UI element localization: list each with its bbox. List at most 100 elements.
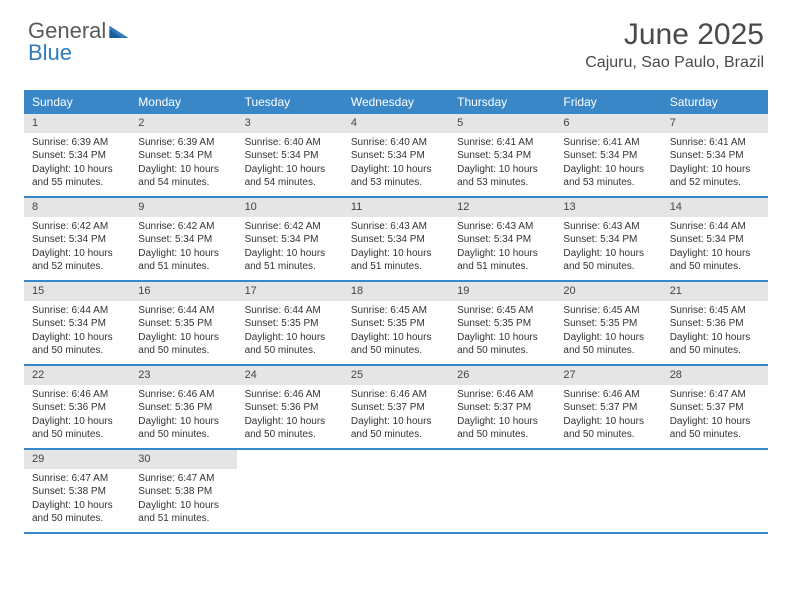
daylight-line: Daylight: 10 hours and 50 minutes. — [563, 247, 653, 274]
sunrise-line: Sunrise: 6:46 AM — [457, 388, 547, 402]
daylight-line: Daylight: 10 hours and 53 minutes. — [457, 163, 547, 190]
sunrise-line: Sunrise: 6:47 AM — [670, 388, 760, 402]
sunset-line: Sunset: 5:37 PM — [457, 401, 547, 415]
sunset-line: Sunset: 5:38 PM — [32, 485, 122, 499]
day-details: Sunrise: 6:40 AMSunset: 5:34 PMDaylight:… — [237, 133, 343, 196]
daylight-line: Daylight: 10 hours and 50 minutes. — [32, 499, 122, 526]
sunset-line: Sunset: 5:34 PM — [457, 149, 547, 163]
calendar-day-cell: 4Sunrise: 6:40 AMSunset: 5:34 PMDaylight… — [343, 114, 449, 196]
day-details: Sunrise: 6:46 AMSunset: 5:37 PMDaylight:… — [343, 385, 449, 448]
calendar-day-cell: 21Sunrise: 6:45 AMSunset: 5:36 PMDayligh… — [662, 282, 768, 364]
calendar-day-cell: 1Sunrise: 6:39 AMSunset: 5:34 PMDaylight… — [24, 114, 130, 196]
day-number: 4 — [343, 114, 449, 133]
sunset-line: Sunset: 5:34 PM — [670, 149, 760, 163]
calendar-day-cell: 28Sunrise: 6:47 AMSunset: 5:37 PMDayligh… — [662, 366, 768, 448]
daylight-line: Daylight: 10 hours and 50 minutes. — [138, 415, 228, 442]
sunset-line: Sunset: 5:38 PM — [138, 485, 228, 499]
calendar-day-cell: 12Sunrise: 6:43 AMSunset: 5:34 PMDayligh… — [449, 198, 555, 280]
sunrise-line: Sunrise: 6:43 AM — [563, 220, 653, 234]
daylight-line: Daylight: 10 hours and 50 minutes. — [32, 331, 122, 358]
sunrise-line: Sunrise: 6:41 AM — [563, 136, 653, 150]
day-number: 18 — [343, 282, 449, 301]
daylight-line: Daylight: 10 hours and 54 minutes. — [138, 163, 228, 190]
logo-flag-icon — [109, 18, 129, 44]
daylight-line: Daylight: 10 hours and 50 minutes. — [670, 247, 760, 274]
sunrise-line: Sunrise: 6:46 AM — [245, 388, 335, 402]
sunset-line: Sunset: 5:34 PM — [32, 317, 122, 331]
weekday-header: Wednesday — [343, 90, 449, 114]
weekday-header: Sunday — [24, 90, 130, 114]
day-details: Sunrise: 6:44 AMSunset: 5:35 PMDaylight:… — [130, 301, 236, 364]
sunrise-line: Sunrise: 6:45 AM — [563, 304, 653, 318]
sunset-line: Sunset: 5:34 PM — [138, 149, 228, 163]
sunset-line: Sunset: 5:35 PM — [563, 317, 653, 331]
daylight-line: Daylight: 10 hours and 51 minutes. — [245, 247, 335, 274]
sunset-line: Sunset: 5:34 PM — [138, 233, 228, 247]
sunset-line: Sunset: 5:34 PM — [457, 233, 547, 247]
calendar-day-cell: 10Sunrise: 6:42 AMSunset: 5:34 PMDayligh… — [237, 198, 343, 280]
sunrise-line: Sunrise: 6:43 AM — [351, 220, 441, 234]
weekday-header: Thursday — [449, 90, 555, 114]
sunset-line: Sunset: 5:35 PM — [351, 317, 441, 331]
day-details: Sunrise: 6:43 AMSunset: 5:34 PMDaylight:… — [343, 217, 449, 280]
day-details: Sunrise: 6:43 AMSunset: 5:34 PMDaylight:… — [449, 217, 555, 280]
sunset-line: Sunset: 5:34 PM — [245, 149, 335, 163]
daylight-line: Daylight: 10 hours and 50 minutes. — [351, 415, 441, 442]
day-details: Sunrise: 6:45 AMSunset: 5:36 PMDaylight:… — [662, 301, 768, 364]
header: GeneralBlue June 2025 Cajuru, Sao Paulo,… — [0, 0, 792, 80]
sunset-line: Sunset: 5:34 PM — [563, 149, 653, 163]
daylight-line: Daylight: 10 hours and 50 minutes. — [245, 415, 335, 442]
calendar-day-cell: 30Sunrise: 6:47 AMSunset: 5:38 PMDayligh… — [130, 450, 236, 532]
day-details: Sunrise: 6:44 AMSunset: 5:35 PMDaylight:… — [237, 301, 343, 364]
day-details: Sunrise: 6:45 AMSunset: 5:35 PMDaylight:… — [555, 301, 661, 364]
day-number: 25 — [343, 366, 449, 385]
calendar-day-cell: 15Sunrise: 6:44 AMSunset: 5:34 PMDayligh… — [24, 282, 130, 364]
calendar-day-cell: 7Sunrise: 6:41 AMSunset: 5:34 PMDaylight… — [662, 114, 768, 196]
sunset-line: Sunset: 5:36 PM — [32, 401, 122, 415]
day-details: Sunrise: 6:46 AMSunset: 5:36 PMDaylight:… — [130, 385, 236, 448]
daylight-line: Daylight: 10 hours and 50 minutes. — [670, 415, 760, 442]
calendar-week-row: 8Sunrise: 6:42 AMSunset: 5:34 PMDaylight… — [24, 198, 768, 282]
day-details: Sunrise: 6:46 AMSunset: 5:36 PMDaylight:… — [24, 385, 130, 448]
calendar-day-cell: 3Sunrise: 6:40 AMSunset: 5:34 PMDaylight… — [237, 114, 343, 196]
calendar-day-cell: 8Sunrise: 6:42 AMSunset: 5:34 PMDaylight… — [24, 198, 130, 280]
calendar-day-cell: 6Sunrise: 6:41 AMSunset: 5:34 PMDaylight… — [555, 114, 661, 196]
sunrise-line: Sunrise: 6:40 AM — [245, 136, 335, 150]
weekday-header: Tuesday — [237, 90, 343, 114]
day-details: Sunrise: 6:47 AMSunset: 5:37 PMDaylight:… — [662, 385, 768, 448]
day-details: Sunrise: 6:41 AMSunset: 5:34 PMDaylight:… — [449, 133, 555, 196]
sunset-line: Sunset: 5:37 PM — [670, 401, 760, 415]
daylight-line: Daylight: 10 hours and 51 minutes. — [138, 499, 228, 526]
sunset-line: Sunset: 5:36 PM — [670, 317, 760, 331]
day-number: 20 — [555, 282, 661, 301]
day-details: Sunrise: 6:40 AMSunset: 5:34 PMDaylight:… — [343, 133, 449, 196]
sunset-line: Sunset: 5:37 PM — [351, 401, 441, 415]
calendar-day-cell: 25Sunrise: 6:46 AMSunset: 5:37 PMDayligh… — [343, 366, 449, 448]
sunrise-line: Sunrise: 6:39 AM — [32, 136, 122, 150]
daylight-line: Daylight: 10 hours and 50 minutes. — [457, 331, 547, 358]
daylight-line: Daylight: 10 hours and 51 minutes. — [138, 247, 228, 274]
day-number: 16 — [130, 282, 236, 301]
sunrise-line: Sunrise: 6:47 AM — [138, 472, 228, 486]
day-details: Sunrise: 6:39 AMSunset: 5:34 PMDaylight:… — [130, 133, 236, 196]
day-number: 24 — [237, 366, 343, 385]
sunrise-line: Sunrise: 6:46 AM — [138, 388, 228, 402]
calendar-empty-cell — [237, 450, 343, 532]
sunrise-line: Sunrise: 6:45 AM — [670, 304, 760, 318]
daylight-line: Daylight: 10 hours and 51 minutes. — [457, 247, 547, 274]
calendar-empty-cell — [555, 450, 661, 532]
sunrise-line: Sunrise: 6:40 AM — [351, 136, 441, 150]
calendar-empty-cell — [343, 450, 449, 532]
calendar-day-cell: 23Sunrise: 6:46 AMSunset: 5:36 PMDayligh… — [130, 366, 236, 448]
calendar-week-row: 1Sunrise: 6:39 AMSunset: 5:34 PMDaylight… — [24, 114, 768, 198]
day-number: 7 — [662, 114, 768, 133]
daylight-line: Daylight: 10 hours and 53 minutes. — [563, 163, 653, 190]
day-number: 3 — [237, 114, 343, 133]
day-number: 9 — [130, 198, 236, 217]
sunset-line: Sunset: 5:34 PM — [563, 233, 653, 247]
sunset-line: Sunset: 5:34 PM — [351, 233, 441, 247]
day-number: 27 — [555, 366, 661, 385]
calendar-day-cell: 14Sunrise: 6:44 AMSunset: 5:34 PMDayligh… — [662, 198, 768, 280]
day-number: 21 — [662, 282, 768, 301]
daylight-line: Daylight: 10 hours and 51 minutes. — [351, 247, 441, 274]
